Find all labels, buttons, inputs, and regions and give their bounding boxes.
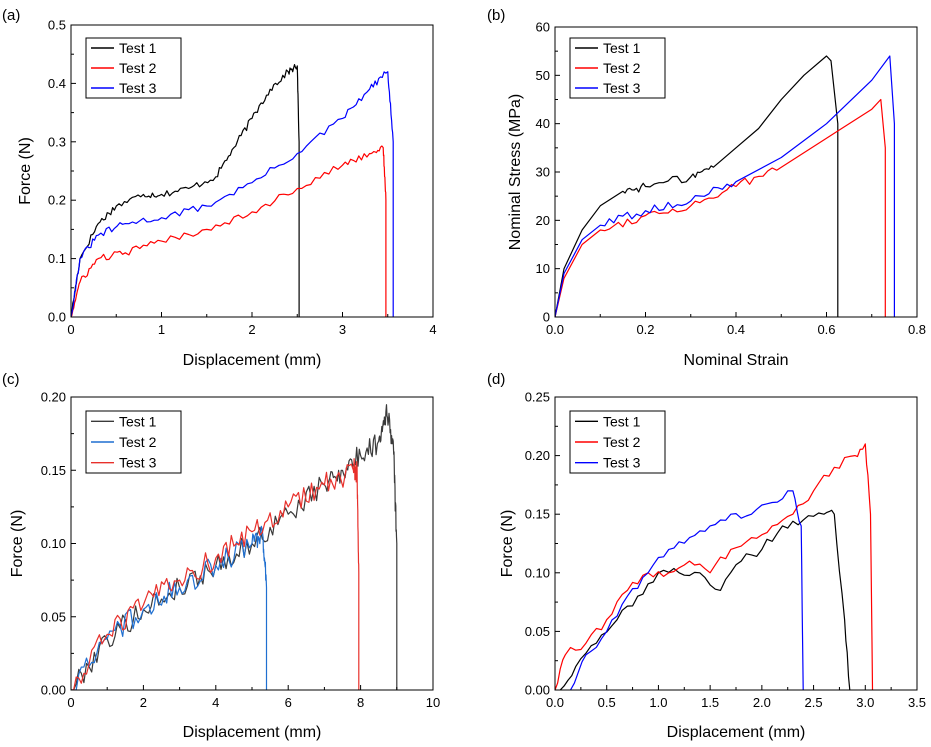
x-tick-label: 4	[212, 695, 219, 710]
y-axis-title: Force (N)	[17, 137, 34, 205]
y-tick-label: 0.20	[41, 390, 66, 405]
legend-label: Test 3	[119, 80, 157, 96]
legend-label: Test 1	[603, 413, 641, 429]
x-tick-label: 6	[285, 695, 292, 710]
panel-b: (b) 0.0 0.2 0.4 0.6 0.8 0 10 20 30 40 50 60 Nominal S…	[487, 7, 926, 369]
x-tick-label: 0.4	[727, 322, 745, 337]
legend-label: Test 2	[119, 434, 157, 450]
panel-d: (d) 0.0 0.5 1.0 1.5 2.0 2.5 3.0 3.5 0.00 0.05 0.10 0…	[487, 371, 926, 741]
y-tick-label: 0.2	[48, 193, 66, 208]
series-line-2	[555, 443, 874, 690]
legend-label: Test 1	[119, 413, 157, 429]
x-tick-label: 3.0	[856, 695, 874, 710]
y-tick-label: 40	[536, 116, 550, 131]
x-tick-label: 2	[140, 695, 147, 710]
x-axis-title: Displacement (mm)	[667, 724, 806, 741]
y-tick-label: 0.1	[48, 251, 66, 266]
x-tick-label: 1	[158, 322, 165, 337]
y-tick-label: 0.05	[525, 624, 550, 639]
legend: Test 1 Test 2 Test 3	[85, 37, 182, 99]
y-tick-label: 0.3	[48, 134, 66, 149]
y-tick-label: 60	[536, 20, 550, 35]
y-tick-label: 0.10	[525, 565, 550, 580]
legend-label: Test 3	[603, 455, 641, 471]
y-axis-title: Force (N)	[499, 510, 516, 578]
y-tick-label: 0.25	[525, 390, 550, 405]
y-tick-label: 0.20	[525, 448, 550, 463]
x-axis-title: Nominal Strain	[684, 352, 789, 369]
x-tick-label: 2.0	[753, 695, 771, 710]
series-line-3	[71, 71, 394, 317]
y-tick-label: 0.00	[525, 683, 550, 698]
x-tick-label: 10	[426, 695, 440, 710]
series-line-3	[555, 55, 895, 317]
legend-label: Test 3	[119, 455, 157, 471]
x-tick-label: 1.5	[701, 695, 719, 710]
legend-label: Test 1	[603, 40, 641, 56]
x-tick-label: 3.5	[908, 695, 926, 710]
legend-label: Test 3	[603, 80, 641, 96]
panel-c: (c) 0 2 4 6 8 10 0.00 0.05 0.10 0.15 0.20 Displaceme…	[2, 371, 440, 741]
y-tick-label: 0.4	[48, 76, 66, 91]
legend-label: Test 1	[119, 40, 157, 56]
series-line-1	[71, 63, 300, 317]
x-tick-label: 2	[248, 322, 255, 337]
x-tick-label: 0.0	[546, 322, 564, 337]
series-line-2	[71, 145, 387, 317]
panel-a: (a) 0 1 2 3 4 0.0 0.1 0.2 0.3 0.4 0.5 Displacement (…	[2, 7, 437, 369]
series-line-3	[71, 458, 360, 690]
x-tick-label: 0.6	[817, 322, 835, 337]
y-tick-label: 0.10	[41, 536, 66, 551]
panel-label: (a)	[2, 7, 20, 24]
series-line-1	[559, 509, 851, 690]
panel-label: (b)	[487, 7, 505, 24]
y-tick-label: 0.15	[41, 463, 66, 478]
y-tick-label: 0.00	[41, 683, 66, 698]
y-tick-label: 20	[536, 213, 550, 228]
legend-label: Test 2	[603, 60, 641, 76]
x-tick-label: 2.5	[805, 695, 823, 710]
panel-label: (d)	[487, 371, 505, 388]
x-tick-label: 0.5	[598, 695, 616, 710]
x-tick-label: 3	[339, 322, 346, 337]
y-tick-label: 0.15	[525, 507, 550, 522]
y-tick-label: 0.5	[48, 18, 66, 33]
x-axis-title: Displacement (mm)	[183, 352, 322, 369]
series-line-2	[71, 525, 268, 690]
y-axis-title: Nominal Stress (MPa)	[507, 94, 524, 250]
y-axis-title: Force (N)	[9, 510, 26, 578]
series-line-2	[555, 98, 886, 317]
legend-label: Test 2	[603, 434, 641, 450]
y-tick-label: 10	[536, 261, 550, 276]
legend: Test 1 Test 2 Test 3	[85, 410, 182, 474]
y-tick-label: 0.05	[41, 609, 66, 624]
legend: Test 1 Test 2 Test 3	[569, 37, 666, 99]
x-tick-label: 0.0	[546, 695, 564, 710]
x-tick-label: 0	[67, 695, 74, 710]
series-line-3	[569, 490, 804, 690]
y-tick-label: 50	[536, 68, 550, 83]
series-line-1	[555, 55, 839, 317]
x-tick-label: 0	[67, 322, 74, 337]
y-tick-label: 0	[543, 310, 550, 325]
x-tick-label: 0.8	[908, 322, 926, 337]
x-tick-label: 8	[357, 695, 364, 710]
y-tick-label: 30	[536, 165, 550, 180]
panel-label: (c)	[2, 371, 20, 388]
legend: Test 1 Test 2 Test 3	[569, 410, 666, 474]
legend-label: Test 2	[119, 60, 157, 76]
x-tick-label: 0.2	[636, 322, 654, 337]
x-tick-label: 1.0	[649, 695, 667, 710]
x-tick-label: 4	[429, 322, 436, 337]
y-tick-label: 0.0	[48, 310, 66, 325]
x-axis-title: Displacement (mm)	[183, 724, 322, 741]
